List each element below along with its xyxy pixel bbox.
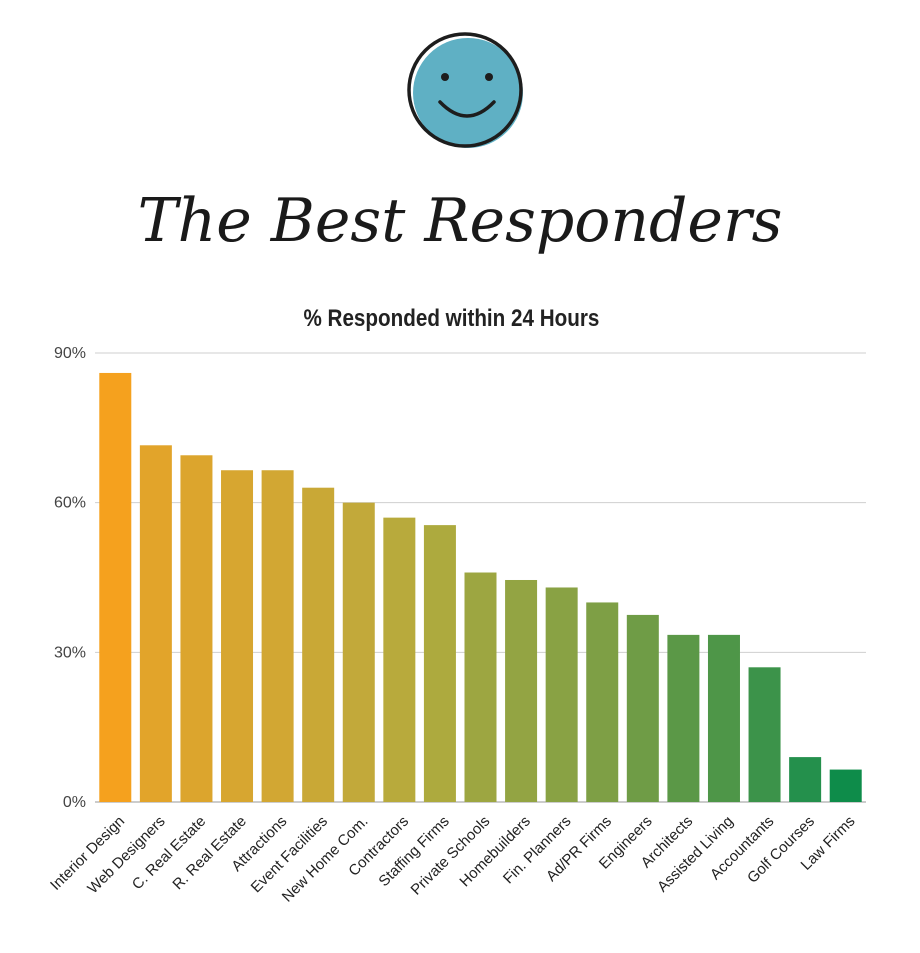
bar bbox=[302, 487, 335, 802]
bar bbox=[586, 602, 619, 802]
y-tick-label: 0% bbox=[63, 794, 86, 811]
bar bbox=[261, 470, 294, 802]
bar bbox=[748, 667, 781, 802]
bar bbox=[829, 769, 862, 802]
bar bbox=[99, 372, 132, 802]
bar bbox=[626, 614, 659, 802]
x-tick-label: Homebuilders bbox=[456, 813, 533, 890]
smiley-left-eye bbox=[441, 73, 449, 81]
bar bbox=[423, 525, 456, 802]
chart-title: % Responded within 24 Hours bbox=[303, 305, 600, 332]
y-tick-label: 90% bbox=[54, 345, 86, 362]
bar bbox=[505, 579, 538, 802]
smiley-mouth bbox=[438, 100, 496, 118]
bars bbox=[99, 372, 862, 802]
y-axis-ticks: 0% 30% 60% 90% bbox=[54, 345, 86, 811]
smiley-face-fill bbox=[413, 38, 523, 148]
bar bbox=[545, 587, 578, 802]
smiley-right-eye bbox=[485, 73, 493, 81]
smiley-face-outline bbox=[407, 32, 523, 148]
smiley-face-icon bbox=[407, 32, 523, 148]
bar bbox=[221, 470, 254, 802]
page-title: The Best Responders bbox=[137, 186, 783, 256]
bar bbox=[667, 634, 700, 802]
bar bbox=[789, 757, 822, 802]
y-tick-label: 30% bbox=[54, 644, 86, 661]
x-tick-label: Staffing Firms bbox=[375, 813, 452, 890]
bar bbox=[383, 517, 416, 802]
bar bbox=[464, 572, 497, 802]
bar bbox=[180, 455, 213, 802]
bar bbox=[707, 634, 740, 802]
bar bbox=[342, 502, 375, 802]
y-tick-label: 60% bbox=[54, 495, 86, 512]
bar bbox=[139, 445, 172, 802]
